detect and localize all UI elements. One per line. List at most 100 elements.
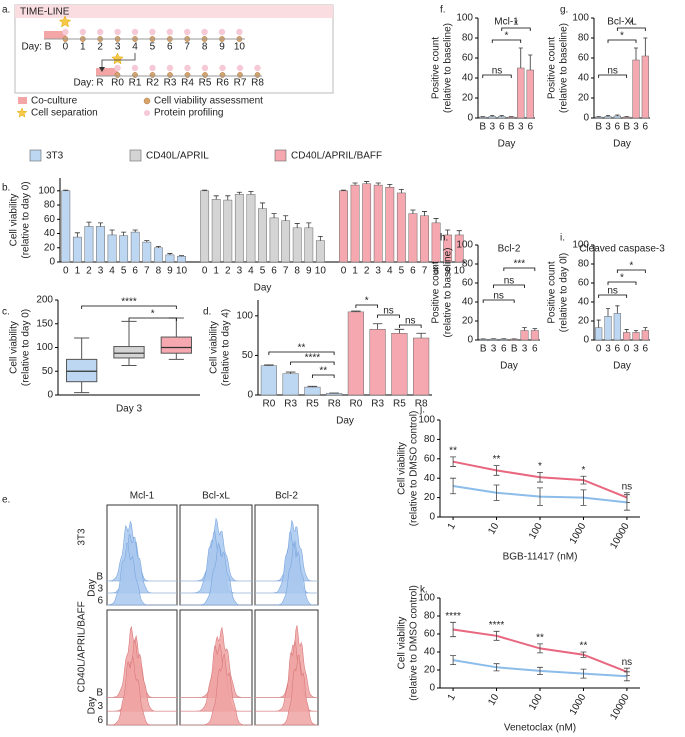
day-label: 0	[63, 42, 69, 53]
bar	[391, 333, 408, 396]
legend-swatch	[129, 149, 142, 162]
bar	[292, 227, 302, 263]
x-tick-label: 100	[527, 521, 545, 541]
significance-bracket	[290, 361, 335, 365]
error-bar	[351, 310, 361, 312]
error-bar	[450, 456, 457, 467]
x-tick-label: R0	[262, 399, 275, 410]
error-bar	[213, 195, 219, 200]
legend-swatch	[18, 97, 27, 104]
bar	[339, 190, 348, 263]
x-tick-label: B	[623, 122, 630, 133]
y-tick-label: 60	[424, 453, 436, 464]
panel-label: e.	[2, 495, 10, 506]
significance-label: *	[629, 261, 633, 272]
bar	[479, 116, 487, 119]
error-bar	[74, 232, 80, 238]
x-tick-label: R3	[371, 399, 384, 410]
error-bar	[605, 308, 611, 317]
error-bar	[537, 666, 543, 675]
protein-dot	[114, 64, 121, 72]
error-bar	[155, 245, 161, 248]
error-bar	[307, 385, 318, 388]
x-tick-label: 6	[643, 344, 649, 355]
day-label: 6	[97, 596, 103, 607]
bar	[304, 227, 314, 263]
column-title: Bcl-xL	[202, 491, 230, 502]
day-label: 5	[150, 42, 156, 53]
x-axis-label: Day	[613, 139, 631, 150]
error-bar	[580, 651, 587, 658]
significance-label: **	[493, 454, 501, 465]
y-axis-label: Cell viability	[9, 194, 20, 247]
x-tick-label: 0	[596, 344, 602, 355]
protein-dot	[184, 64, 191, 72]
y-tick-label: 40	[578, 73, 590, 84]
x-tick-label: 3	[375, 266, 381, 277]
protein-dot	[219, 64, 226, 72]
bar	[373, 184, 383, 263]
viability-dot	[132, 72, 138, 78]
error-bar	[580, 668, 587, 679]
y-axis-label: (relative to day 0)	[21, 181, 32, 258]
histogram	[255, 654, 318, 726]
y-tick-label: 0	[429, 683, 435, 694]
day-label: 10	[234, 42, 246, 53]
chart-title: Bcl-2	[498, 244, 521, 255]
bar	[595, 327, 603, 341]
protein-dot	[131, 64, 139, 72]
day-prefix: Day:	[21, 42, 42, 53]
day-label: 3	[97, 701, 103, 712]
error-bar	[306, 222, 312, 228]
error-bar	[121, 231, 127, 236]
error-bar	[499, 115, 504, 117]
y-tick-label: 100	[38, 185, 55, 196]
y-tick-label: 80	[462, 33, 474, 44]
x-tick-label: 6	[501, 344, 507, 355]
x-tick-label: 6	[527, 122, 533, 133]
error-bar	[317, 235, 323, 241]
y-tick-label: 100	[456, 13, 473, 24]
error-bar	[285, 371, 296, 374]
y-axis-label: (relative to baseline)	[559, 23, 570, 113]
significance-bracket	[491, 39, 522, 43]
y-tick-label: 60	[462, 53, 474, 64]
day-label: B	[96, 687, 103, 698]
bar	[385, 187, 395, 263]
y-tick-label: 40	[578, 297, 590, 308]
error-bar	[271, 213, 277, 218]
y-axis-label: Positive count	[431, 261, 442, 323]
x-tick-label: 1	[75, 266, 81, 277]
x-tick-label: 1	[213, 266, 219, 277]
x-tick-label: 5	[260, 266, 266, 277]
error-bar	[522, 327, 527, 331]
error-bar	[456, 230, 462, 235]
y-axis-label: (relative to day 0)	[21, 309, 32, 386]
significance-label: ns	[622, 657, 633, 668]
significance-label: **	[319, 366, 327, 377]
day-label: 1	[80, 42, 86, 53]
protein-dot	[201, 28, 208, 36]
day-label: 3	[97, 584, 103, 595]
x-tick-label: 2	[86, 266, 92, 277]
significance-label: ns	[493, 291, 504, 302]
error-bar	[421, 211, 428, 216]
day-title: Day	[87, 697, 98, 715]
legend-text: 3T3	[46, 151, 64, 162]
y-tick-label: 100	[572, 13, 589, 24]
error-bar	[518, 47, 523, 68]
significance-label: *	[582, 465, 586, 476]
x-tick-label: 9	[306, 266, 312, 277]
legend-star	[16, 107, 28, 118]
protein-dot	[166, 64, 174, 72]
bar	[520, 330, 529, 341]
y-tick-label: 20	[462, 316, 474, 327]
significance-label: *	[505, 31, 509, 42]
bar	[641, 55, 649, 119]
column-title: Mcl-1	[130, 491, 155, 502]
x-tick-label: 3	[633, 122, 639, 133]
y-tick-label: 20	[578, 93, 590, 104]
x-tick-label: R3	[284, 399, 297, 410]
bar	[119, 235, 129, 263]
